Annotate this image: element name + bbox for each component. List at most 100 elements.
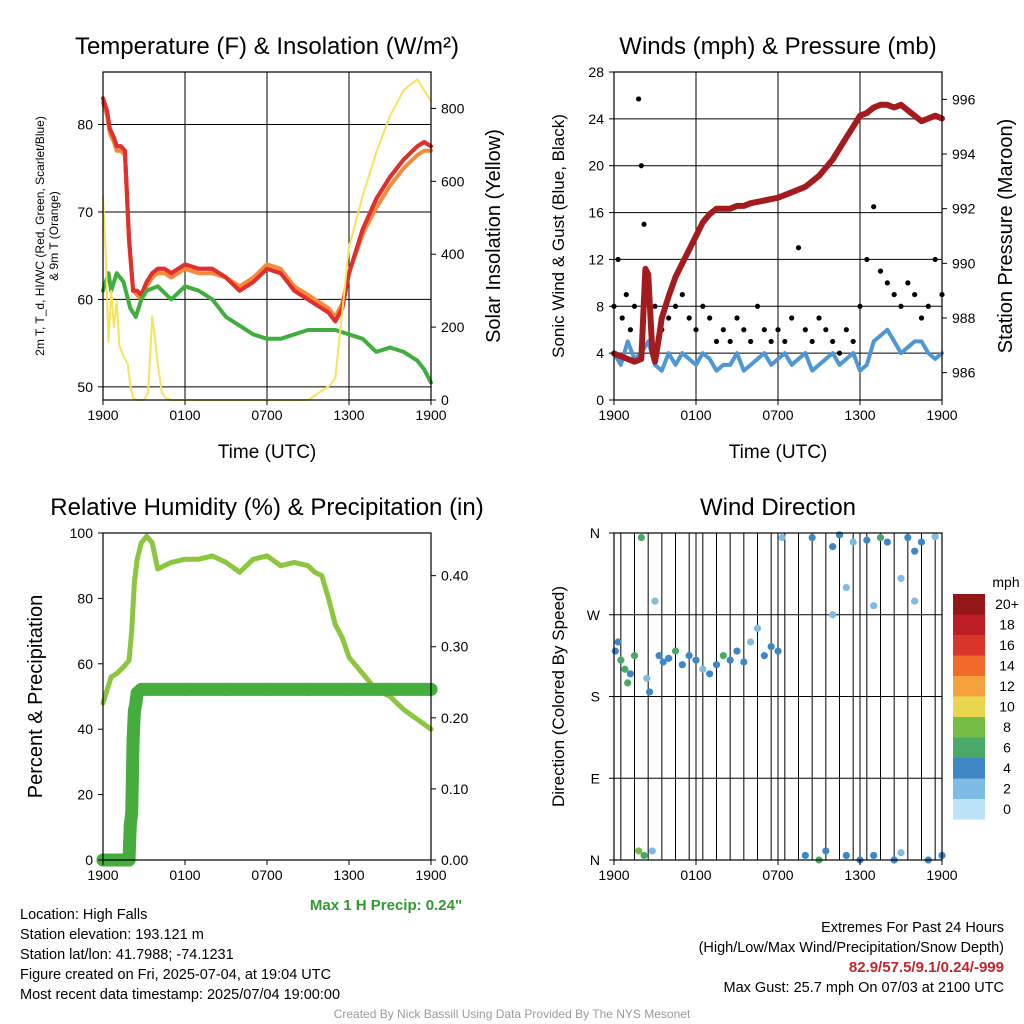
direction-point	[801, 851, 809, 860]
gust-point	[713, 338, 720, 345]
direction-point	[671, 647, 680, 655]
direction-point	[611, 647, 619, 655]
colorbar-cell	[953, 758, 985, 779]
direction-point	[626, 670, 635, 678]
y2-tick-label: 986	[952, 365, 976, 381]
gust-point	[898, 303, 904, 309]
y2-tick-label: 400	[441, 246, 465, 262]
gust-point	[619, 315, 625, 321]
x-tick-label: 0700	[251, 867, 282, 883]
x-tick-label: 1300	[844, 867, 875, 883]
y-tick-label: 12	[588, 251, 604, 267]
direction-point	[651, 597, 659, 605]
gust-point	[666, 315, 672, 321]
direction-point	[767, 642, 775, 651]
y-tick-label: N	[590, 525, 600, 541]
y-tick-label: 40	[77, 721, 93, 737]
gust-point	[782, 338, 788, 345]
colorbar-cell	[953, 594, 985, 615]
x-tick-label: 0100	[680, 407, 711, 423]
colorbar-cell	[953, 737, 985, 758]
precip-series	[96, 682, 438, 867]
direction-points	[611, 531, 946, 864]
x-tick-label: 1900	[598, 867, 629, 883]
y-tick-label: 24	[588, 111, 604, 127]
location-text: Location: High Falls	[20, 907, 148, 923]
y-tick-label: 16	[588, 205, 604, 221]
y2-tick-label: 200	[441, 319, 465, 335]
y-tick-label: W	[587, 607, 601, 623]
gust-point	[761, 327, 767, 333]
direction-point	[931, 533, 939, 541]
y-tick-label: 70	[77, 204, 93, 220]
direction-point	[621, 665, 629, 673]
gust-point	[734, 315, 740, 321]
direction-point	[778, 533, 786, 542]
y-tick-label: N	[590, 852, 600, 868]
gust-point	[802, 327, 808, 333]
gust-point	[741, 327, 747, 333]
y2-tick-label: 0.30	[441, 639, 468, 655]
direction-point	[655, 652, 663, 660]
y-tick-label: 28	[588, 64, 604, 80]
gust-point	[720, 327, 726, 333]
colorbar-label: 6	[1003, 740, 1011, 756]
direction-point	[635, 847, 643, 855]
gust-point	[789, 315, 795, 321]
direction-point	[726, 656, 734, 664]
y2-tick-label: 800	[441, 100, 465, 116]
y-axis-label-line2: & 9m T (Orange)	[47, 191, 61, 281]
gust-point	[925, 303, 931, 309]
y-tick-label: 0	[596, 392, 604, 408]
series-line-hi-wc	[101, 96, 433, 324]
y-tick-label: 8	[596, 298, 604, 314]
colorbar-cell	[953, 799, 985, 820]
direction-point	[665, 654, 673, 662]
direction-point	[630, 652, 639, 660]
gust-point	[816, 315, 822, 321]
direction-point	[870, 602, 878, 610]
gust-point	[795, 245, 802, 251]
direction-point	[733, 647, 741, 655]
y-axis-label: 2m T, T_d, HI/WC (Red, Green, Scarlet/Bl…	[33, 116, 61, 356]
gust-point	[809, 338, 815, 345]
direction-point	[692, 656, 700, 664]
direction-point	[637, 533, 645, 542]
station-info: Location: High Falls Station elevation: …	[20, 905, 340, 1005]
colorbar-label: 2	[1003, 781, 1011, 797]
y-axis-label: Direction (Colored By Speed)	[549, 586, 568, 807]
series-line-sonic-wind	[612, 327, 944, 373]
colorbar-label: 10	[999, 699, 1015, 715]
colorbar-cell	[953, 717, 985, 738]
y-tick-label: 80	[77, 116, 93, 132]
direction-point	[712, 661, 721, 669]
y-tick-label: 0	[85, 852, 93, 868]
x-tick-label: 1900	[598, 407, 629, 423]
x-tick-label: 0700	[762, 407, 793, 423]
gust-point	[857, 303, 863, 309]
gust-point	[877, 268, 884, 274]
y-tick-label: 80	[77, 590, 93, 606]
gust-point	[912, 291, 918, 298]
y2-tick-label: 0.40	[441, 568, 468, 584]
gust-point	[775, 327, 781, 333]
y2-tick-label: 988	[952, 310, 976, 326]
precip-line	[96, 682, 438, 867]
y2-tick-label: 992	[952, 201, 976, 217]
direction-point	[740, 658, 748, 666]
y-axis-label: Percent & Precipitation	[25, 595, 47, 798]
colorbar-cell	[953, 696, 985, 717]
gust-point	[823, 327, 829, 333]
plot-frame	[102, 532, 432, 861]
y-tick-label: 20	[588, 158, 604, 174]
colorbar-cell	[953, 676, 985, 697]
gust-point	[918, 315, 925, 321]
y-axis-label-line1: 2m T, T_d, HI/WC (Red, Green, Scarlet/Bl…	[33, 116, 47, 356]
x-axis-label: Time (UTC)	[218, 442, 317, 463]
y2-tick-label: 0	[441, 392, 449, 408]
colorbar-label: 16	[999, 637, 1015, 653]
y2-tick-label: 990	[952, 255, 976, 271]
y-tick-label: 4	[596, 345, 604, 361]
gust-point	[631, 303, 638, 309]
direction-point	[863, 536, 871, 544]
